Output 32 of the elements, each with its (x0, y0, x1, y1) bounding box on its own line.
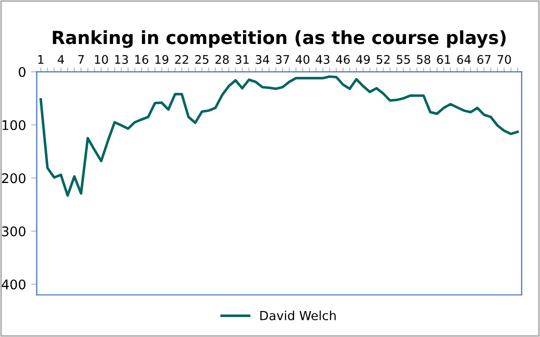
x-tick-label: 34 (256, 55, 270, 64)
x-tick-label: 40 (296, 55, 310, 64)
x-tick-label: 22 (175, 55, 188, 64)
x-tick-label: 64 (457, 55, 471, 64)
x-tick-label: 13 (115, 55, 128, 64)
y-tick-label: 300 (2, 226, 26, 236)
x-tick-label: 1 (38, 55, 44, 64)
x-tick-label: 19 (155, 55, 168, 64)
x-tick-label: 10 (94, 55, 108, 64)
x-tick-label: 55 (396, 55, 410, 64)
x-tick-label: 31 (236, 55, 249, 64)
x-tick-label: 25 (195, 55, 208, 64)
x-tick-label: 61 (437, 55, 450, 64)
x-tick-label: 4 (58, 55, 64, 64)
x-tick-label: 67 (477, 55, 491, 64)
x-tick-label: 16 (135, 55, 148, 64)
chart-title: Ranking in competition (as the course plays) (52, 30, 506, 48)
x-tick-label: 46 (336, 55, 350, 64)
x-tick-label: 28 (215, 55, 229, 64)
x-tick-label: 70 (498, 55, 511, 64)
x-tick-label: 43 (316, 55, 330, 64)
y-tick-label: 400 (2, 279, 26, 290)
x-tick-label: 37 (276, 55, 290, 64)
y-tick-label: 200 (2, 173, 26, 184)
legend-label: David Welch (260, 310, 336, 320)
x-tick-label: 52 (376, 55, 390, 64)
line-series (40, 75, 519, 197)
x-tick-label: 7 (78, 55, 84, 64)
x-tick-label: 49 (356, 55, 370, 64)
y-tick-label: 0 (18, 67, 26, 77)
y-tick-label: 100 (2, 120, 26, 130)
x-tick-label: 58 (416, 55, 430, 64)
